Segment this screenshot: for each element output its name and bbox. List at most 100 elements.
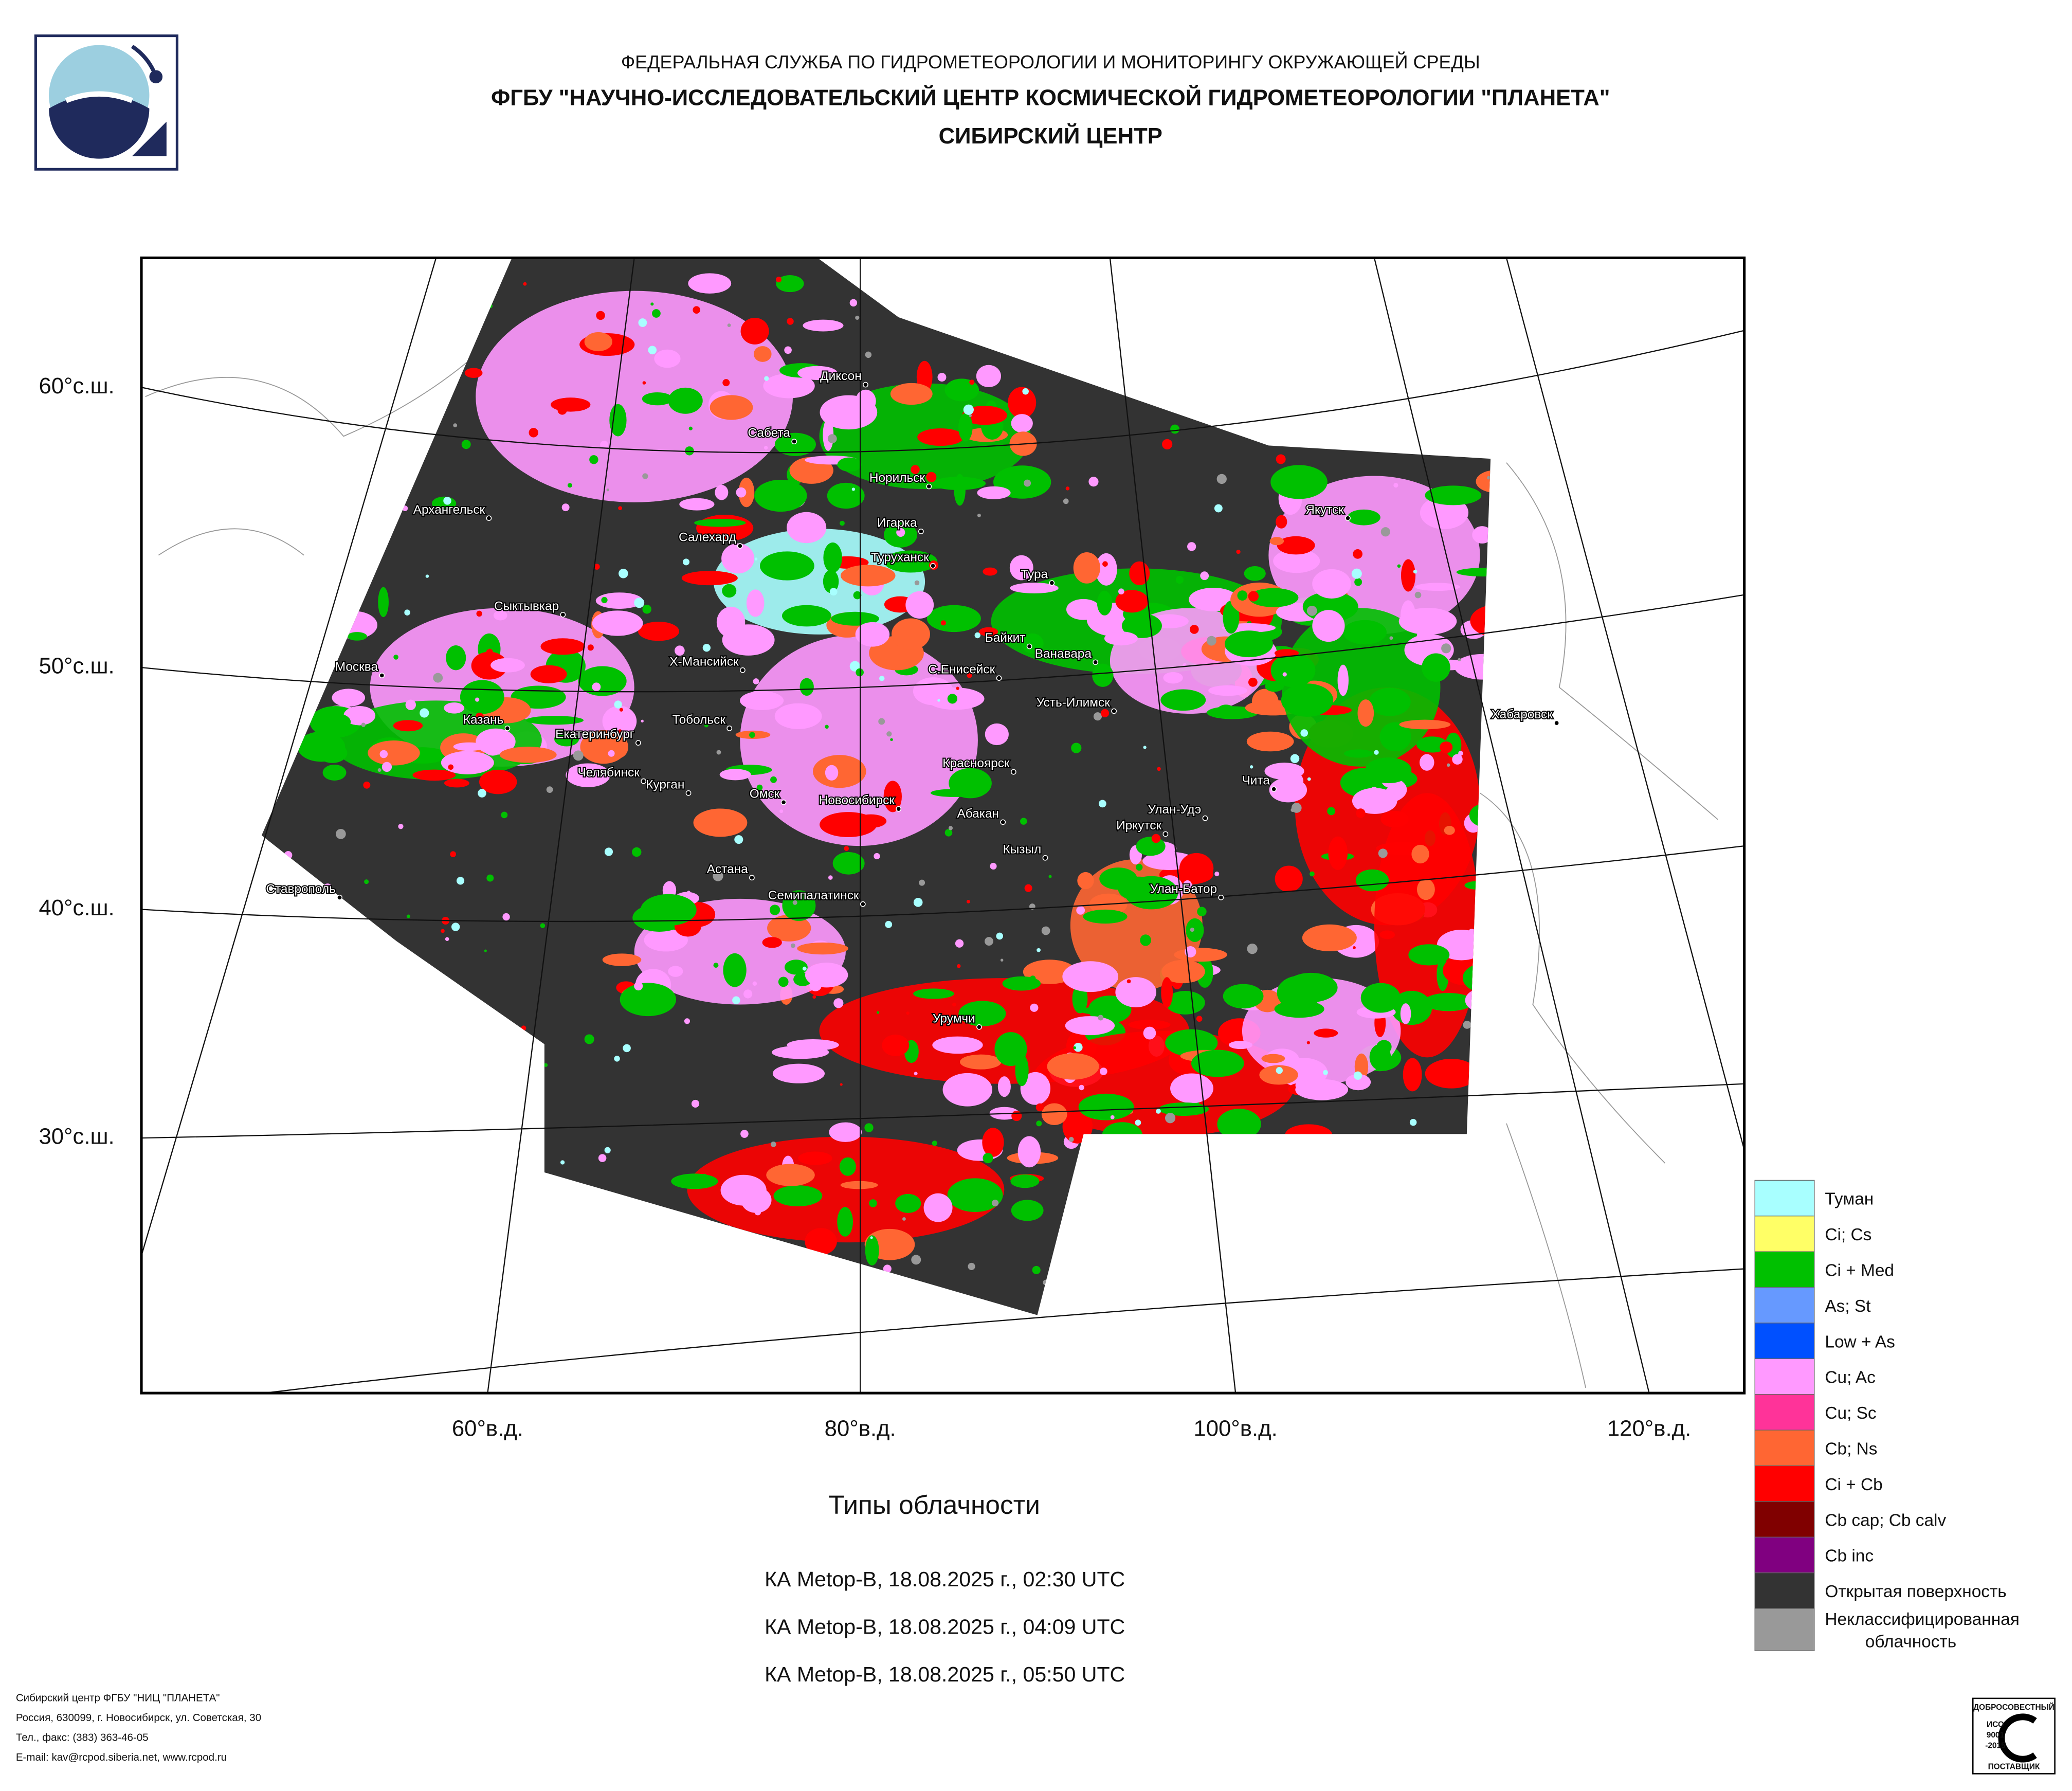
cloud-patch: [1274, 649, 1299, 658]
cloud-patch: [540, 638, 585, 655]
cloud-speck: [1074, 1042, 1083, 1052]
cloud-speck: [792, 900, 797, 905]
cloud-patch: [784, 960, 808, 975]
cloud-patch: [1259, 1065, 1298, 1085]
cloud-patch: [812, 755, 866, 788]
cloud-speck: [598, 1154, 607, 1162]
cloud-speck: [1248, 677, 1258, 687]
cloud-speck: [1237, 590, 1248, 601]
cloud-speck: [596, 311, 605, 320]
cloud-speck: [1073, 1046, 1076, 1050]
cloud-speck: [736, 487, 747, 498]
cloud-speck: [1071, 743, 1082, 753]
cloud-patch: [1282, 667, 1312, 680]
cloud-patch: [1115, 977, 1157, 1007]
legend-label: Cb inc: [1825, 1547, 1874, 1566]
cloud-speck: [1041, 926, 1050, 935]
cloud-speck: [846, 862, 852, 869]
cloud-speck: [753, 678, 759, 684]
cloud-speck: [650, 302, 654, 306]
cloud-patch: [781, 605, 831, 627]
cloud-patch: [1425, 485, 1482, 505]
cloud-patch: [1403, 1058, 1422, 1092]
cloud-speck: [1351, 568, 1362, 579]
cloud-speck: [1295, 1080, 1306, 1091]
cloud-patch: [681, 571, 738, 586]
cloud-patch: [947, 1178, 1003, 1212]
cloud-patch: [347, 632, 367, 641]
cloud-patch: [1416, 627, 1427, 652]
cloud-patch: [763, 373, 815, 399]
cloud-speck: [1247, 943, 1258, 954]
cloud-patch: [840, 565, 896, 587]
cloud-speck: [1409, 1118, 1417, 1126]
cloud-speck: [420, 708, 429, 718]
city-dot: [926, 483, 932, 490]
lon-label: 100°в.д.: [1193, 1416, 1277, 1441]
legend-swatch: [1754, 1216, 1815, 1252]
cloud-patch: [1422, 653, 1450, 682]
cloud-patch: [1217, 1109, 1261, 1140]
city-label: Игарка: [877, 516, 917, 530]
cloud-speck: [1306, 605, 1317, 616]
center: СИБИРСКИЙ ЦЕНТР: [939, 122, 1162, 149]
cloud-speck: [685, 446, 694, 456]
cloud-patch: [1140, 934, 1151, 946]
lat-label: 50°с.ш.: [39, 654, 114, 679]
cloud-speck: [977, 513, 981, 517]
cloud-speck: [1183, 880, 1192, 889]
cloud-patch: [837, 1207, 853, 1237]
cloud-speck: [896, 528, 905, 537]
cloud-speck: [1214, 504, 1223, 513]
cloud-patch: [1420, 754, 1434, 771]
footer-line: E-mail: kav@rcpod.siberia.net, www.rcpod…: [16, 1751, 227, 1763]
legend-label: Cb; Ns: [1825, 1440, 1877, 1459]
city-label: Усть-Илимск: [1037, 696, 1110, 710]
cloud-speck: [966, 899, 970, 903]
header: ФЕДЕРАЛЬНАЯ СЛУЖБА ПО ГИДРОМЕТЕОРОЛОГИИ …: [491, 51, 1610, 149]
badge-line: ИСО: [1987, 1720, 2004, 1729]
city-label: Х-Мансийск: [669, 655, 739, 668]
cloud-patch: [1062, 961, 1119, 992]
cloud-speck: [619, 708, 623, 712]
cloud-patch: [1265, 680, 1284, 692]
legend-swatch: [1754, 1251, 1815, 1288]
cloud-patch: [693, 808, 748, 837]
cloud-speck: [963, 404, 974, 415]
cloud-patch: [827, 482, 865, 509]
cloud-patch: [1021, 633, 1044, 654]
city-dot: [737, 543, 743, 549]
map: Диксон Сабета Норильск Игарка Туруханск Архан…: [141, 258, 1744, 1394]
cloud-speck: [853, 591, 862, 600]
cloud-patch: [602, 953, 642, 966]
cloud-patch: [883, 781, 902, 812]
city-dot: [863, 382, 868, 388]
cloud-speck: [1300, 729, 1308, 737]
cloud-speck: [302, 737, 313, 748]
city-label: Екатеринбург: [555, 728, 634, 741]
cloud-patch: [823, 542, 842, 573]
cloud-speck: [968, 1262, 975, 1270]
cloud-speck: [812, 995, 816, 999]
cloud-patch: [1360, 933, 1371, 955]
cloud-speck: [476, 610, 482, 617]
cloud-speck: [1276, 454, 1286, 464]
cloud-speck: [688, 426, 693, 430]
cloud-patch: [715, 484, 729, 500]
cloud-speck: [937, 699, 940, 702]
cloud-speck: [797, 912, 800, 915]
cloud-speck: [1296, 689, 1302, 694]
cloud-patch: [1369, 688, 1411, 716]
cloud-speck: [1187, 542, 1196, 551]
legend-label: Low + As: [1825, 1332, 1895, 1351]
cloud-patch: [1020, 1072, 1051, 1105]
cloud-speck: [1216, 474, 1227, 484]
cloud-speck: [732, 996, 740, 1005]
cloud-speck: [952, 1002, 956, 1007]
cloud-speck: [594, 564, 600, 570]
city-label: Тобольск: [673, 713, 726, 727]
cloud-patch: [368, 740, 420, 766]
cloud-speck: [632, 847, 642, 857]
cloud-patch: [642, 392, 673, 406]
city-label: Туруханск: [871, 550, 929, 564]
